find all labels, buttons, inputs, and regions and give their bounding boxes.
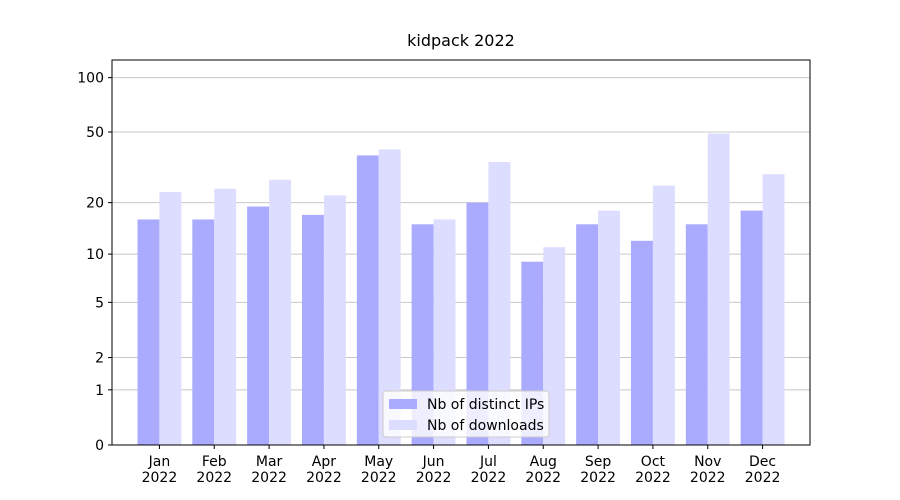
y-tick-label: 50 xyxy=(86,125,104,141)
x-tick-label: Jun 2022 xyxy=(416,454,452,486)
y-tick-label: 20 xyxy=(86,196,104,212)
x-tick-label: Dec 2022 xyxy=(745,454,781,486)
y-tick-label: 5 xyxy=(95,295,104,311)
bar xyxy=(598,210,621,445)
bar xyxy=(707,133,730,445)
y-tick-label: 0 xyxy=(95,438,104,454)
x-tick-label: May 2022 xyxy=(361,454,397,486)
x-tick-label: Apr 2022 xyxy=(306,454,342,486)
bar xyxy=(214,188,237,445)
bar xyxy=(378,149,401,445)
bar xyxy=(488,161,511,445)
legend-swatch xyxy=(389,420,417,430)
bar xyxy=(433,219,456,445)
x-tick-label: Aug 2022 xyxy=(525,454,561,486)
bar xyxy=(576,224,599,445)
bar xyxy=(652,185,675,446)
bar xyxy=(411,224,434,445)
x-tick-label: Jan 2022 xyxy=(142,454,178,486)
bar xyxy=(269,179,292,445)
plot-frame xyxy=(111,59,811,446)
bar xyxy=(630,240,653,445)
y-tick-label: 2 xyxy=(95,351,104,367)
legend: Nb of distinct IPs Nb of downloads xyxy=(382,390,550,438)
bar xyxy=(356,155,379,445)
bar xyxy=(137,219,160,445)
bar xyxy=(247,206,270,445)
bar xyxy=(192,219,215,445)
chart-title: kidpack 2022 xyxy=(407,31,515,50)
x-tick-label: Feb 2022 xyxy=(196,454,232,486)
bar xyxy=(159,192,182,445)
bar xyxy=(740,210,763,445)
bar xyxy=(466,202,489,445)
x-tick-label: Jul 2022 xyxy=(471,454,507,486)
legend-box xyxy=(382,390,550,438)
x-tick-label: Nov 2022 xyxy=(690,454,726,486)
y-tick-label: 10 xyxy=(86,247,104,263)
y-tick-label: 100 xyxy=(77,71,104,87)
legend-swatch xyxy=(389,399,417,409)
x-tick-label: Sep 2022 xyxy=(580,454,616,486)
bar xyxy=(323,195,346,445)
bar xyxy=(762,174,785,445)
x-tick-label: Mar 2022 xyxy=(251,454,287,486)
bar xyxy=(685,224,708,445)
bar xyxy=(301,214,324,445)
x-tick-label: Oct 2022 xyxy=(635,454,671,486)
y-tick-label: 1 xyxy=(95,383,104,399)
legend-label: Nb of downloads xyxy=(427,418,544,434)
legend-label: Nb of distinct IPs xyxy=(427,397,544,413)
